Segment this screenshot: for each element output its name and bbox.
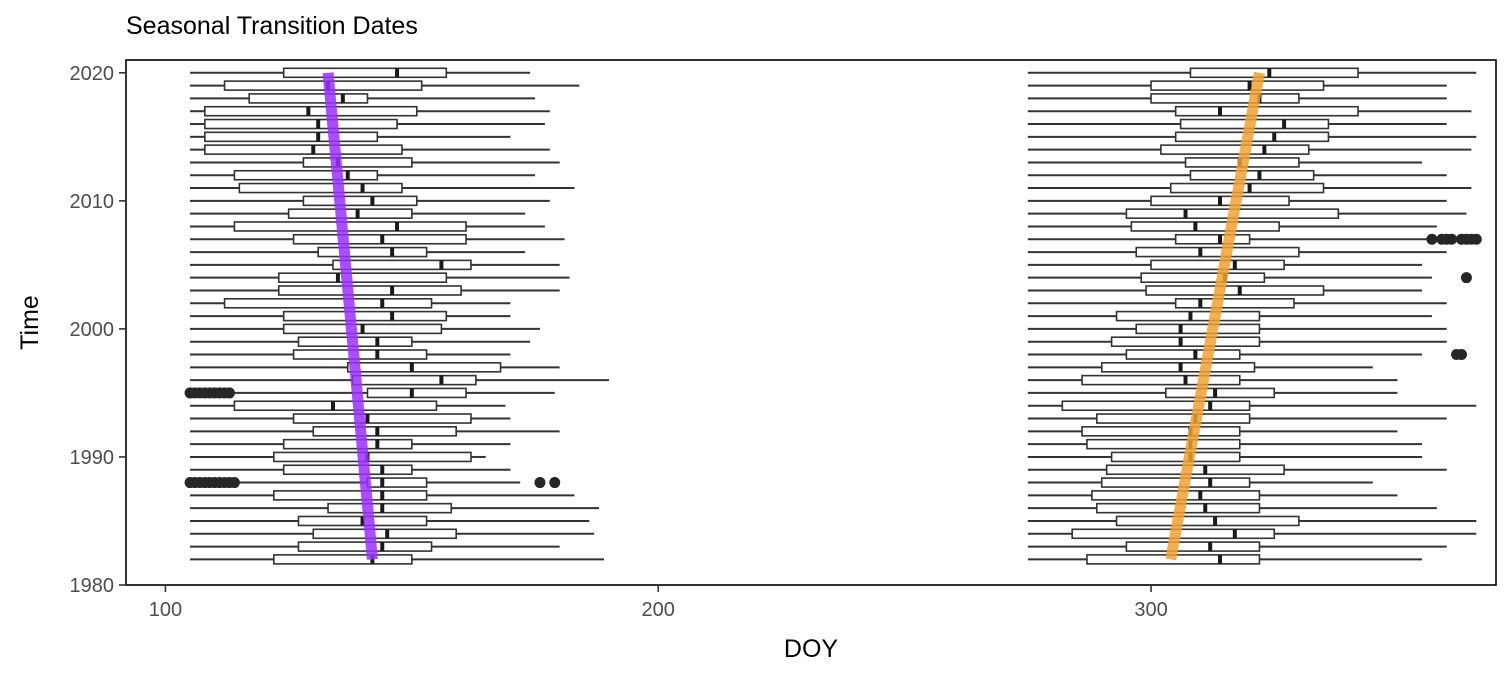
x-axis-title: DOY bbox=[784, 635, 839, 663]
box bbox=[302, 195, 418, 207]
y-tick-label: 2000 bbox=[70, 319, 115, 341]
outlier-point bbox=[1470, 233, 1482, 245]
box bbox=[1100, 477, 1251, 488]
box bbox=[1110, 451, 1241, 463]
y-axis-title: Time bbox=[16, 295, 44, 350]
box bbox=[1189, 67, 1359, 79]
box bbox=[1096, 413, 1251, 424]
box bbox=[1081, 426, 1241, 437]
box bbox=[297, 541, 433, 552]
box bbox=[1081, 374, 1241, 386]
outlier-point bbox=[549, 477, 561, 489]
box bbox=[233, 221, 467, 232]
y-tick-label: 1980 bbox=[70, 575, 115, 597]
box bbox=[273, 451, 472, 463]
box bbox=[1091, 490, 1261, 501]
box bbox=[327, 502, 453, 514]
box bbox=[1125, 349, 1241, 360]
outlier-point bbox=[534, 477, 546, 489]
outlier-point bbox=[1426, 233, 1438, 245]
y-tick-label: 1990 bbox=[70, 447, 115, 469]
x-tick-label: 200 bbox=[642, 599, 675, 621]
box bbox=[282, 310, 448, 322]
y-tick-label: 2020 bbox=[70, 63, 115, 85]
chart-axes: 100 200 300 1980 1990 2000 2010 2020 bbox=[70, 63, 1168, 621]
box bbox=[204, 118, 398, 130]
box bbox=[1125, 541, 1261, 552]
box bbox=[248, 93, 369, 104]
box bbox=[1061, 400, 1251, 412]
box bbox=[1174, 297, 1295, 309]
box bbox=[1150, 259, 1285, 271]
box bbox=[204, 131, 379, 143]
box bbox=[233, 400, 438, 412]
box bbox=[1115, 310, 1261, 322]
box bbox=[1105, 464, 1285, 476]
box bbox=[351, 374, 477, 386]
chart-title: Seasonal Transition Dates bbox=[126, 12, 418, 40]
box bbox=[292, 349, 428, 360]
outlier-point bbox=[228, 477, 240, 489]
box bbox=[292, 233, 467, 245]
box bbox=[204, 144, 403, 155]
box bbox=[204, 105, 418, 117]
x-tick-label: 300 bbox=[1134, 599, 1167, 621]
box bbox=[366, 477, 428, 488]
box bbox=[238, 182, 403, 194]
panel-border bbox=[125, 59, 1497, 586]
box bbox=[1150, 93, 1300, 104]
box bbox=[1169, 182, 1325, 194]
box bbox=[1150, 80, 1325, 91]
box bbox=[1140, 272, 1266, 283]
box bbox=[292, 413, 472, 424]
box bbox=[223, 297, 433, 309]
box bbox=[1174, 105, 1359, 117]
box bbox=[277, 272, 448, 283]
series-spring bbox=[184, 67, 609, 565]
box bbox=[1189, 169, 1315, 181]
box bbox=[277, 285, 462, 296]
box bbox=[1145, 285, 1325, 296]
box bbox=[1135, 323, 1261, 335]
x-tick-label: 100 bbox=[149, 599, 182, 621]
box bbox=[282, 67, 448, 79]
y-tick-label: 2010 bbox=[70, 191, 115, 213]
box bbox=[273, 490, 428, 501]
box bbox=[1130, 221, 1280, 232]
trend-line-spring bbox=[322, 72, 378, 560]
box bbox=[1135, 246, 1300, 258]
outlier-point bbox=[1460, 272, 1472, 284]
outlier-point bbox=[1456, 349, 1468, 361]
series-fall bbox=[1027, 67, 1482, 565]
box bbox=[317, 246, 428, 258]
box bbox=[1115, 515, 1300, 527]
box bbox=[332, 259, 472, 271]
chart-marks bbox=[184, 67, 1482, 565]
box bbox=[1100, 362, 1256, 373]
box bbox=[312, 426, 457, 437]
box bbox=[282, 438, 413, 450]
outlier-point bbox=[1446, 233, 1458, 245]
box bbox=[1086, 438, 1241, 450]
box bbox=[1165, 387, 1276, 399]
box bbox=[282, 464, 413, 476]
box bbox=[1160, 144, 1310, 155]
box bbox=[312, 528, 457, 540]
box bbox=[302, 157, 413, 168]
trend-line-fall bbox=[1165, 71, 1265, 561]
box bbox=[1174, 233, 1251, 245]
box bbox=[287, 208, 413, 219]
box bbox=[223, 80, 423, 91]
box bbox=[273, 554, 413, 565]
box bbox=[346, 362, 502, 373]
box bbox=[366, 387, 467, 399]
box bbox=[1110, 336, 1261, 348]
box bbox=[233, 169, 379, 181]
outlier-point bbox=[223, 387, 235, 399]
